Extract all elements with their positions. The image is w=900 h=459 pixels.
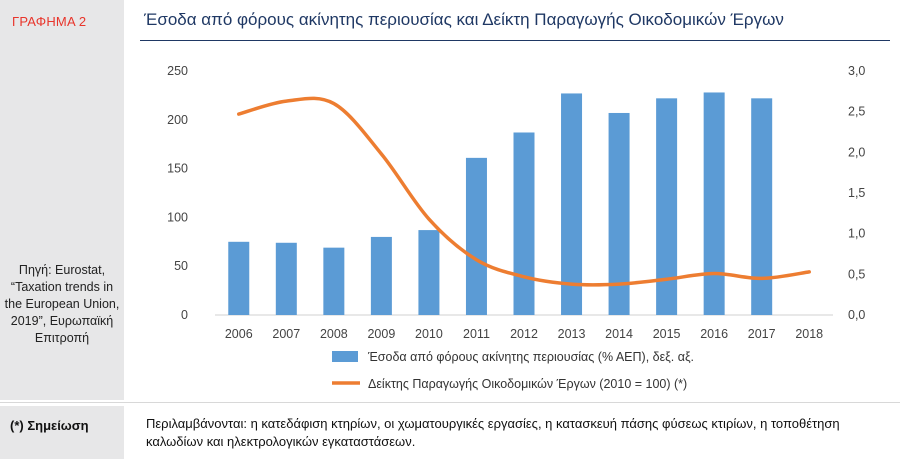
bar — [656, 98, 678, 315]
x-tick-label: 2010 — [415, 327, 443, 341]
line-series — [237, 96, 811, 287]
note-label: (*) Σημείωση — [10, 418, 89, 433]
x-tick-label: 2017 — [748, 327, 776, 341]
note-panel — [0, 406, 124, 459]
left-panel — [0, 0, 124, 400]
right-tick-label: 0,5 — [848, 267, 865, 281]
x-tick-label: 2013 — [558, 327, 586, 341]
left-axis: 0 50 100 150 200 250 — [167, 64, 188, 322]
bar — [275, 242, 297, 315]
left-tick-label: 250 — [167, 64, 188, 78]
bar — [370, 236, 392, 315]
x-tick-label: 2009 — [367, 327, 395, 341]
x-tick-label: 2014 — [605, 327, 633, 341]
x-tick-label: 2016 — [700, 327, 728, 341]
x-tick-label: 2018 — [795, 327, 823, 341]
left-tick-label: 0 — [181, 308, 188, 322]
bar — [751, 98, 773, 315]
bar — [703, 92, 725, 315]
source-text: Πηγή: Eurostat, “Taxation trends in the … — [4, 263, 120, 345]
x-tick-label: 2007 — [272, 327, 300, 341]
bar — [513, 132, 535, 315]
x-tick-label: 2006 — [225, 327, 253, 341]
x-tick-label: 2011 — [463, 327, 490, 341]
right-tick-label: 3,0 — [848, 64, 865, 78]
right-axis: 0,0 0,5 1,0 1,5 2,0 2,5 3,0 — [848, 64, 865, 322]
bar — [228, 241, 250, 315]
legend-line-label: Δείκτης Παραγωγής Οικοδομικών Έργων (201… — [368, 377, 687, 391]
title-divider — [140, 40, 890, 41]
left-tick-label: 200 — [167, 113, 188, 127]
chart-title: Έσοδα από φόρους ακίνητης περιουσίας και… — [144, 10, 784, 29]
right-tick-label: 2,5 — [848, 105, 865, 119]
left-tick-label: 150 — [167, 162, 188, 176]
left-tick-label: 50 — [174, 259, 188, 273]
right-tick-label: 1,0 — [848, 227, 865, 241]
legend: Έσοδα από φόρους ακίνητης περιουσίας (% … — [332, 350, 694, 391]
bar — [465, 157, 487, 315]
right-tick-label: 2,0 — [848, 145, 865, 159]
legend-bar-label: Έσοδα από φόρους ακίνητης περιουσίας (% … — [367, 350, 694, 364]
bar-series — [228, 92, 773, 315]
x-axis-labels: 2006 2007 2008 2009 2010 2011 2012 2013 2014 2015… — [225, 327, 823, 341]
right-tick-label: 0,0 — [848, 308, 865, 322]
chart: 0 50 100 150 200 250 0,0 0,5 1,0 1,5 2,0 2,5 3,0 20… — [167, 64, 865, 391]
x-tick-label: 2015 — [653, 327, 681, 341]
bar — [561, 93, 583, 315]
x-tick-label: 2008 — [320, 327, 348, 341]
right-tick-label: 1,5 — [848, 186, 865, 200]
bar — [323, 247, 345, 315]
x-tick-label: 2012 — [510, 327, 538, 341]
figure-label: ΓΡΑΦΗΜΑ 2 — [12, 14, 87, 29]
bar — [418, 230, 440, 315]
bar — [608, 112, 630, 315]
legend-bar-swatch — [332, 351, 358, 362]
left-tick-label: 100 — [167, 210, 188, 224]
note-text: Περιλαμβάνονται: η κατεδάφιση κτηρίων, ο… — [146, 416, 840, 449]
separator — [0, 402, 900, 403]
